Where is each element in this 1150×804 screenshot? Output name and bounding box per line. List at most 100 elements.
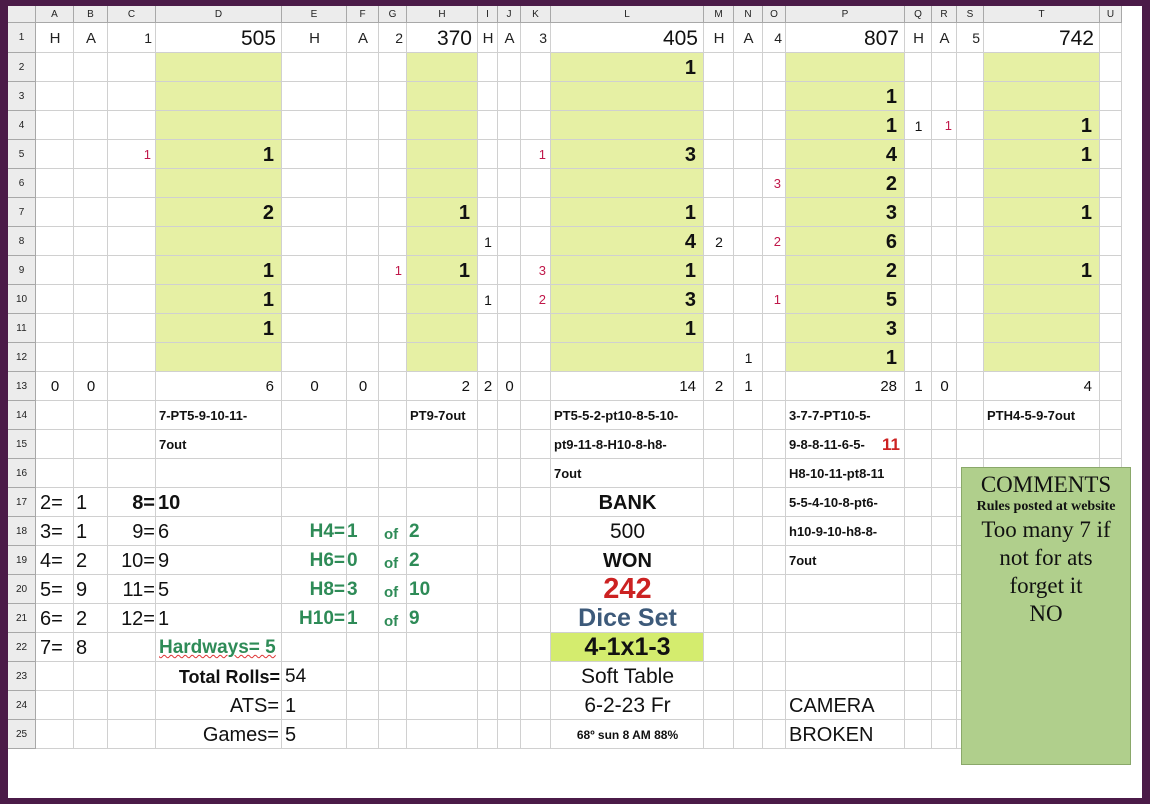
row-header-20[interactable]: 20: [8, 575, 36, 604]
value-l7: 1: [684, 201, 696, 224]
comments-title: COMMENTS: [980, 472, 1112, 497]
column-header-o[interactable]: O: [763, 6, 786, 23]
row-header-15[interactable]: 15: [8, 430, 36, 459]
camera-note-1: CAMERA: [789, 694, 875, 717]
grid-hline: [36, 371, 1122, 372]
column-header-n[interactable]: N: [734, 6, 763, 23]
count-value-b-3: 5: [158, 578, 170, 601]
grid-hline: [36, 429, 1122, 430]
row-header-1[interactable]: 1: [8, 23, 36, 53]
row-header-8[interactable]: 8: [8, 227, 36, 256]
comments-box[interactable]: COMMENTS Rules posted at website Too man…: [961, 467, 1131, 765]
weather: 68º sun 8 AM 88%: [576, 727, 679, 742]
value-l8: 4: [684, 230, 696, 253]
hard-total-0: 2: [409, 521, 420, 542]
column-header-f[interactable]: F: [347, 6, 379, 23]
highlight-d: [156, 53, 282, 372]
row-header-16[interactable]: 16: [8, 459, 36, 488]
column-header-a[interactable]: A: [36, 6, 74, 23]
grid-vline: [956, 23, 957, 749]
row-header-3[interactable]: 3: [8, 82, 36, 111]
total-rolls-value: 54: [285, 666, 307, 687]
column-header-j[interactable]: J: [498, 6, 521, 23]
row-header-22[interactable]: 22: [8, 633, 36, 662]
count-label-b-1: 9=: [132, 520, 155, 543]
value-d10: 1: [262, 288, 274, 311]
total-rolls-label: Total Rolls=: [178, 666, 280, 687]
grid-vline: [497, 23, 498, 749]
column-header-p[interactable]: P: [786, 6, 905, 23]
rolls-d1-line-2: 7out: [159, 437, 187, 452]
column-header-r[interactable]: R: [932, 6, 957, 23]
value-l5: 3: [684, 143, 696, 166]
table-type: Soft Table: [580, 665, 674, 688]
column-header-l[interactable]: L: [551, 6, 704, 23]
row-header-23[interactable]: 23: [8, 662, 36, 691]
grid-hline: [36, 719, 1122, 720]
row-header-11[interactable]: 11: [8, 314, 36, 343]
column-header-b[interactable]: B: [74, 6, 108, 23]
column-header-u[interactable]: U: [1100, 6, 1122, 23]
column-header-c[interactable]: C: [108, 6, 156, 23]
rolls-d4-line-2: 9-8-8-11-6-5-: [789, 437, 865, 452]
won-label: WON: [603, 549, 652, 572]
row-header-24[interactable]: 24: [8, 691, 36, 720]
hardways-total: Hardways= 5: [159, 637, 276, 658]
hard-label-3: H10=: [299, 608, 345, 629]
value-i8: 1: [484, 233, 492, 250]
row-header-14[interactable]: 14: [8, 401, 36, 430]
select-all-corner[interactable]: [8, 6, 36, 23]
total-e: 0: [310, 378, 319, 395]
total-f: 0: [358, 378, 368, 395]
row-header-17[interactable]: 17: [8, 488, 36, 517]
column-header-h[interactable]: H: [407, 6, 478, 23]
column-header-g[interactable]: G: [379, 6, 407, 23]
value-d7: 2: [262, 201, 274, 224]
header-h-1: H: [49, 29, 61, 47]
header-h-5: H: [913, 29, 924, 47]
row-header-4[interactable]: 4: [8, 111, 36, 140]
total-j: 0: [505, 378, 514, 395]
header-score-3: 405: [662, 26, 698, 50]
row-header-13[interactable]: 13: [8, 372, 36, 401]
grid-hline: [36, 342, 1122, 343]
header-score-5: 742: [1058, 26, 1094, 50]
row-header-18[interactable]: 18: [8, 517, 36, 546]
row-header-9[interactable]: 9: [8, 256, 36, 285]
header-h-3: H: [482, 29, 494, 47]
total-l: 14: [679, 378, 696, 395]
value-k10: 2: [538, 292, 546, 307]
column-header-k[interactable]: K: [521, 6, 551, 23]
column-header-e[interactable]: E: [282, 6, 347, 23]
column-header-t[interactable]: T: [984, 6, 1100, 23]
grid-vline: [733, 23, 734, 749]
value-c5: 1: [143, 147, 151, 162]
value-t9: 1: [1080, 259, 1092, 282]
grid-hline: [36, 226, 1122, 227]
row-header-10[interactable]: 10: [8, 285, 36, 314]
value-l2: 1: [684, 56, 696, 79]
hard-total-1: 2: [409, 550, 420, 571]
value-t7: 1: [1080, 201, 1092, 224]
row-header-6[interactable]: 6: [8, 169, 36, 198]
row-header-5[interactable]: 5: [8, 140, 36, 169]
grid-hline: [36, 661, 1122, 662]
column-header-m[interactable]: M: [704, 6, 734, 23]
row-header-25[interactable]: 25: [8, 720, 36, 749]
column-header-d[interactable]: D: [156, 6, 282, 23]
total-i: 2: [483, 378, 493, 395]
row-header-21[interactable]: 21: [8, 604, 36, 633]
row-header-19[interactable]: 19: [8, 546, 36, 575]
column-header-s[interactable]: S: [957, 6, 984, 23]
grid-hline: [36, 168, 1122, 169]
column-header-q[interactable]: Q: [905, 6, 932, 23]
row-header-12[interactable]: 12: [8, 343, 36, 372]
grid-hline: [36, 139, 1122, 140]
rolls-d4-line-5: h10-9-10-h8-8-: [789, 524, 878, 539]
row-header-2[interactable]: 2: [8, 53, 36, 82]
row-header-7[interactable]: 7: [8, 198, 36, 227]
total-a: 0: [50, 378, 60, 395]
comments-line-1: Too many 7 if: [981, 517, 1111, 542]
column-header-i[interactable]: I: [478, 6, 498, 23]
